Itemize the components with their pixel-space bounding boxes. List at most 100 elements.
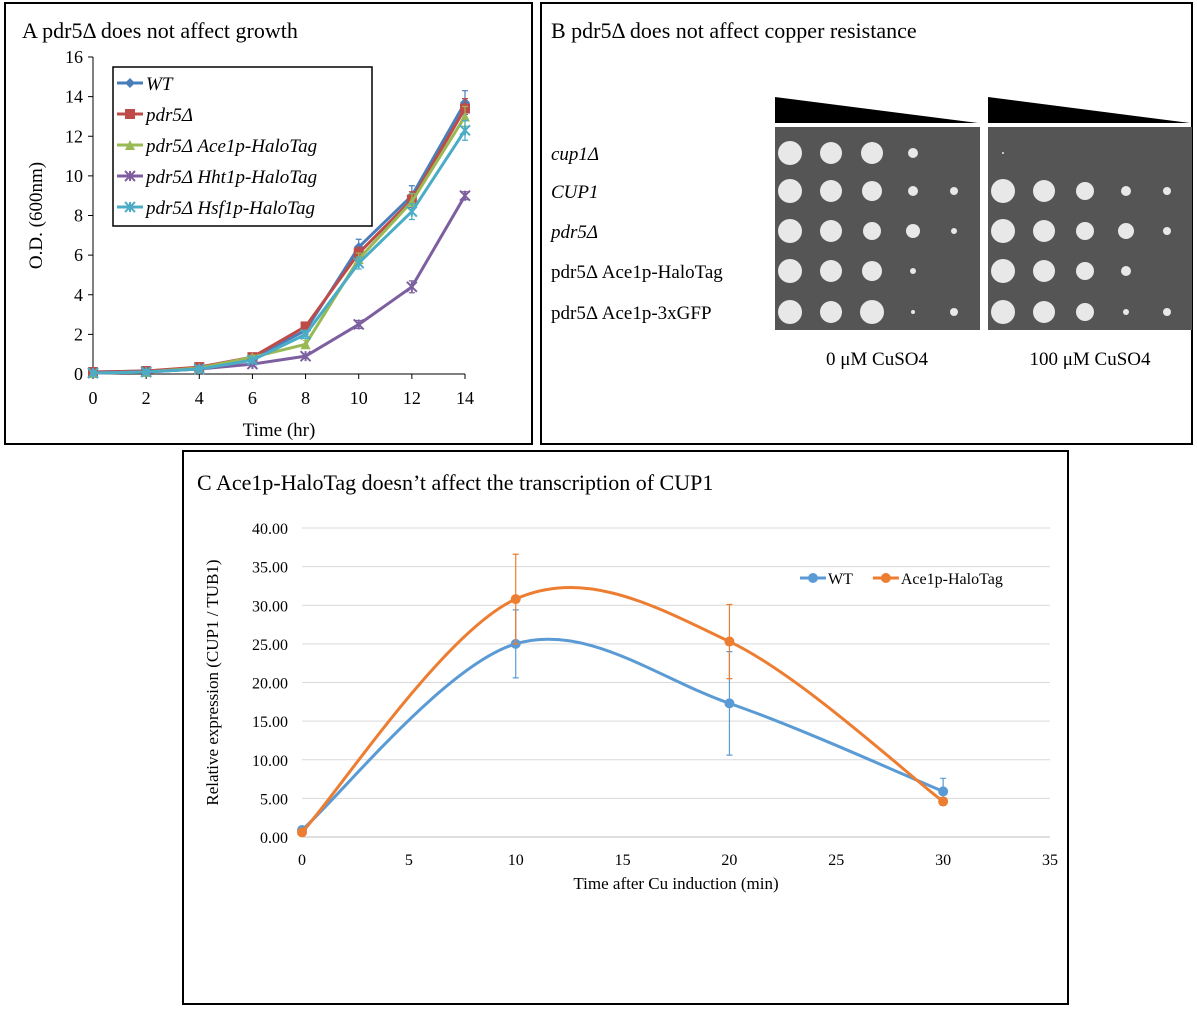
colony-spot	[820, 301, 842, 323]
colony-spot	[1121, 266, 1131, 276]
y-tick-label: 4	[74, 285, 83, 305]
data-point	[724, 636, 735, 647]
legend-marker	[808, 573, 818, 583]
data-point	[299, 328, 312, 341]
colony-spot	[1163, 227, 1171, 235]
y-tick-label: 20.00	[252, 676, 288, 693]
data-point	[353, 257, 365, 269]
data-point	[938, 796, 949, 807]
gradient-wedge	[988, 97, 1190, 123]
data-point	[300, 321, 311, 332]
colony-spot	[860, 300, 884, 324]
chart-title: C Ace1p-HaloTag doesn’t affect the trans…	[197, 470, 713, 495]
data-point	[406, 205, 418, 218]
legend-box	[112, 66, 373, 227]
colony-spot	[1076, 222, 1094, 240]
x-tick-label: 10	[350, 388, 368, 408]
series-line	[301, 637, 944, 832]
x-tick-label: 0	[298, 852, 306, 869]
x-tick-label: 4	[195, 388, 204, 408]
x-tick-label: 2	[142, 388, 151, 408]
series-line	[300, 586, 945, 834]
legend-label: pdr5Δ Hht1p-HaloTag	[144, 167, 317, 188]
data-point	[510, 594, 521, 605]
colony-spot	[820, 220, 842, 242]
colony-spot	[820, 142, 842, 164]
row-label: pdr5Δ Ace1p-3xGFP	[551, 303, 712, 324]
y-tick-label: 10	[65, 166, 83, 186]
colony-spot	[820, 260, 842, 282]
x-tick-label: 35	[1042, 852, 1058, 869]
column-label: 100 μM CuSO4	[1029, 349, 1151, 370]
colony-spot	[1163, 187, 1171, 195]
gradient-wedge	[775, 97, 978, 123]
data-point	[406, 281, 418, 293]
y-tick-label: 15.00	[252, 714, 288, 731]
data-point	[938, 786, 949, 797]
colony-spot	[861, 142, 883, 164]
series-line	[92, 129, 467, 375]
colony-spot	[862, 261, 882, 281]
x-tick-label: 8	[301, 388, 310, 408]
x-axis-label: Time after Cu induction (min)	[573, 874, 778, 893]
colony-spot	[906, 224, 920, 238]
colony-spot	[1002, 152, 1004, 154]
y-tick-label: 8	[74, 206, 83, 226]
y-tick-label: 25.00	[252, 637, 288, 654]
colony-spot	[1076, 303, 1094, 321]
legend-label: Ace1p-HaloTag	[901, 571, 1003, 588]
x-tick-label: 25	[828, 852, 844, 869]
colony-spot	[1033, 220, 1055, 242]
x-tick-label: 5	[405, 852, 413, 869]
y-tick-label: 35.00	[252, 560, 288, 577]
x-tick-label: 10	[508, 852, 524, 869]
y-tick-label: 40.00	[252, 521, 288, 538]
data-point	[353, 318, 365, 331]
data-point	[460, 111, 470, 122]
colony-spot	[910, 268, 916, 274]
legend-label: pdr5Δ	[144, 105, 193, 126]
colony-spot	[820, 180, 842, 202]
y-axis-label: O.D. (600nm)	[26, 162, 47, 269]
colony-spot	[991, 259, 1015, 283]
colony-spot	[1121, 186, 1131, 196]
chart-title: A pdr5Δ does not affect growth	[22, 18, 298, 43]
legend-label: pdr5Δ Ace1p-HaloTag	[144, 136, 317, 157]
y-tick-label: 30.00	[252, 598, 288, 615]
colony-spot	[778, 141, 802, 165]
row-label: pdr5Δ	[549, 222, 598, 243]
x-tick-label: 15	[615, 852, 631, 869]
data-point	[140, 366, 152, 378]
colony-spot	[778, 300, 802, 324]
row-label: cup1Δ	[551, 144, 599, 165]
colony-spot	[1076, 262, 1094, 280]
data-point	[459, 189, 471, 202]
colony-spot	[908, 186, 918, 196]
y-axis-label: Relative expression (CUP1 / TUB1)	[203, 559, 222, 805]
y-tick-label: 2	[74, 324, 83, 344]
legend-marker	[125, 109, 135, 119]
colony-spot	[1123, 309, 1129, 315]
legend-marker	[124, 201, 136, 213]
x-tick-label: 6	[248, 388, 257, 408]
colony-spot	[778, 219, 802, 243]
legend-marker	[125, 78, 135, 88]
x-tick-label: 30	[935, 852, 951, 869]
column-label: 0 μM CuSO4	[826, 349, 929, 370]
panel-a-frame	[4, 2, 533, 445]
x-tick-label: 0	[89, 388, 98, 408]
data-point	[193, 363, 205, 375]
y-tick-label: 0.00	[260, 830, 288, 847]
y-tick-label: 16	[65, 47, 83, 67]
colony-spot	[991, 219, 1015, 243]
colony-spot	[911, 310, 915, 314]
legend-label: pdr5Δ Hsf1p-HaloTag	[144, 198, 315, 219]
y-tick-label: 0	[74, 364, 83, 384]
colony-spot	[1076, 182, 1094, 200]
x-axis-label: Time (hr)	[243, 420, 316, 441]
colony-spot	[863, 222, 881, 240]
data-point	[459, 124, 471, 137]
colony-spot	[950, 308, 958, 316]
legend-label: WT	[146, 74, 174, 95]
